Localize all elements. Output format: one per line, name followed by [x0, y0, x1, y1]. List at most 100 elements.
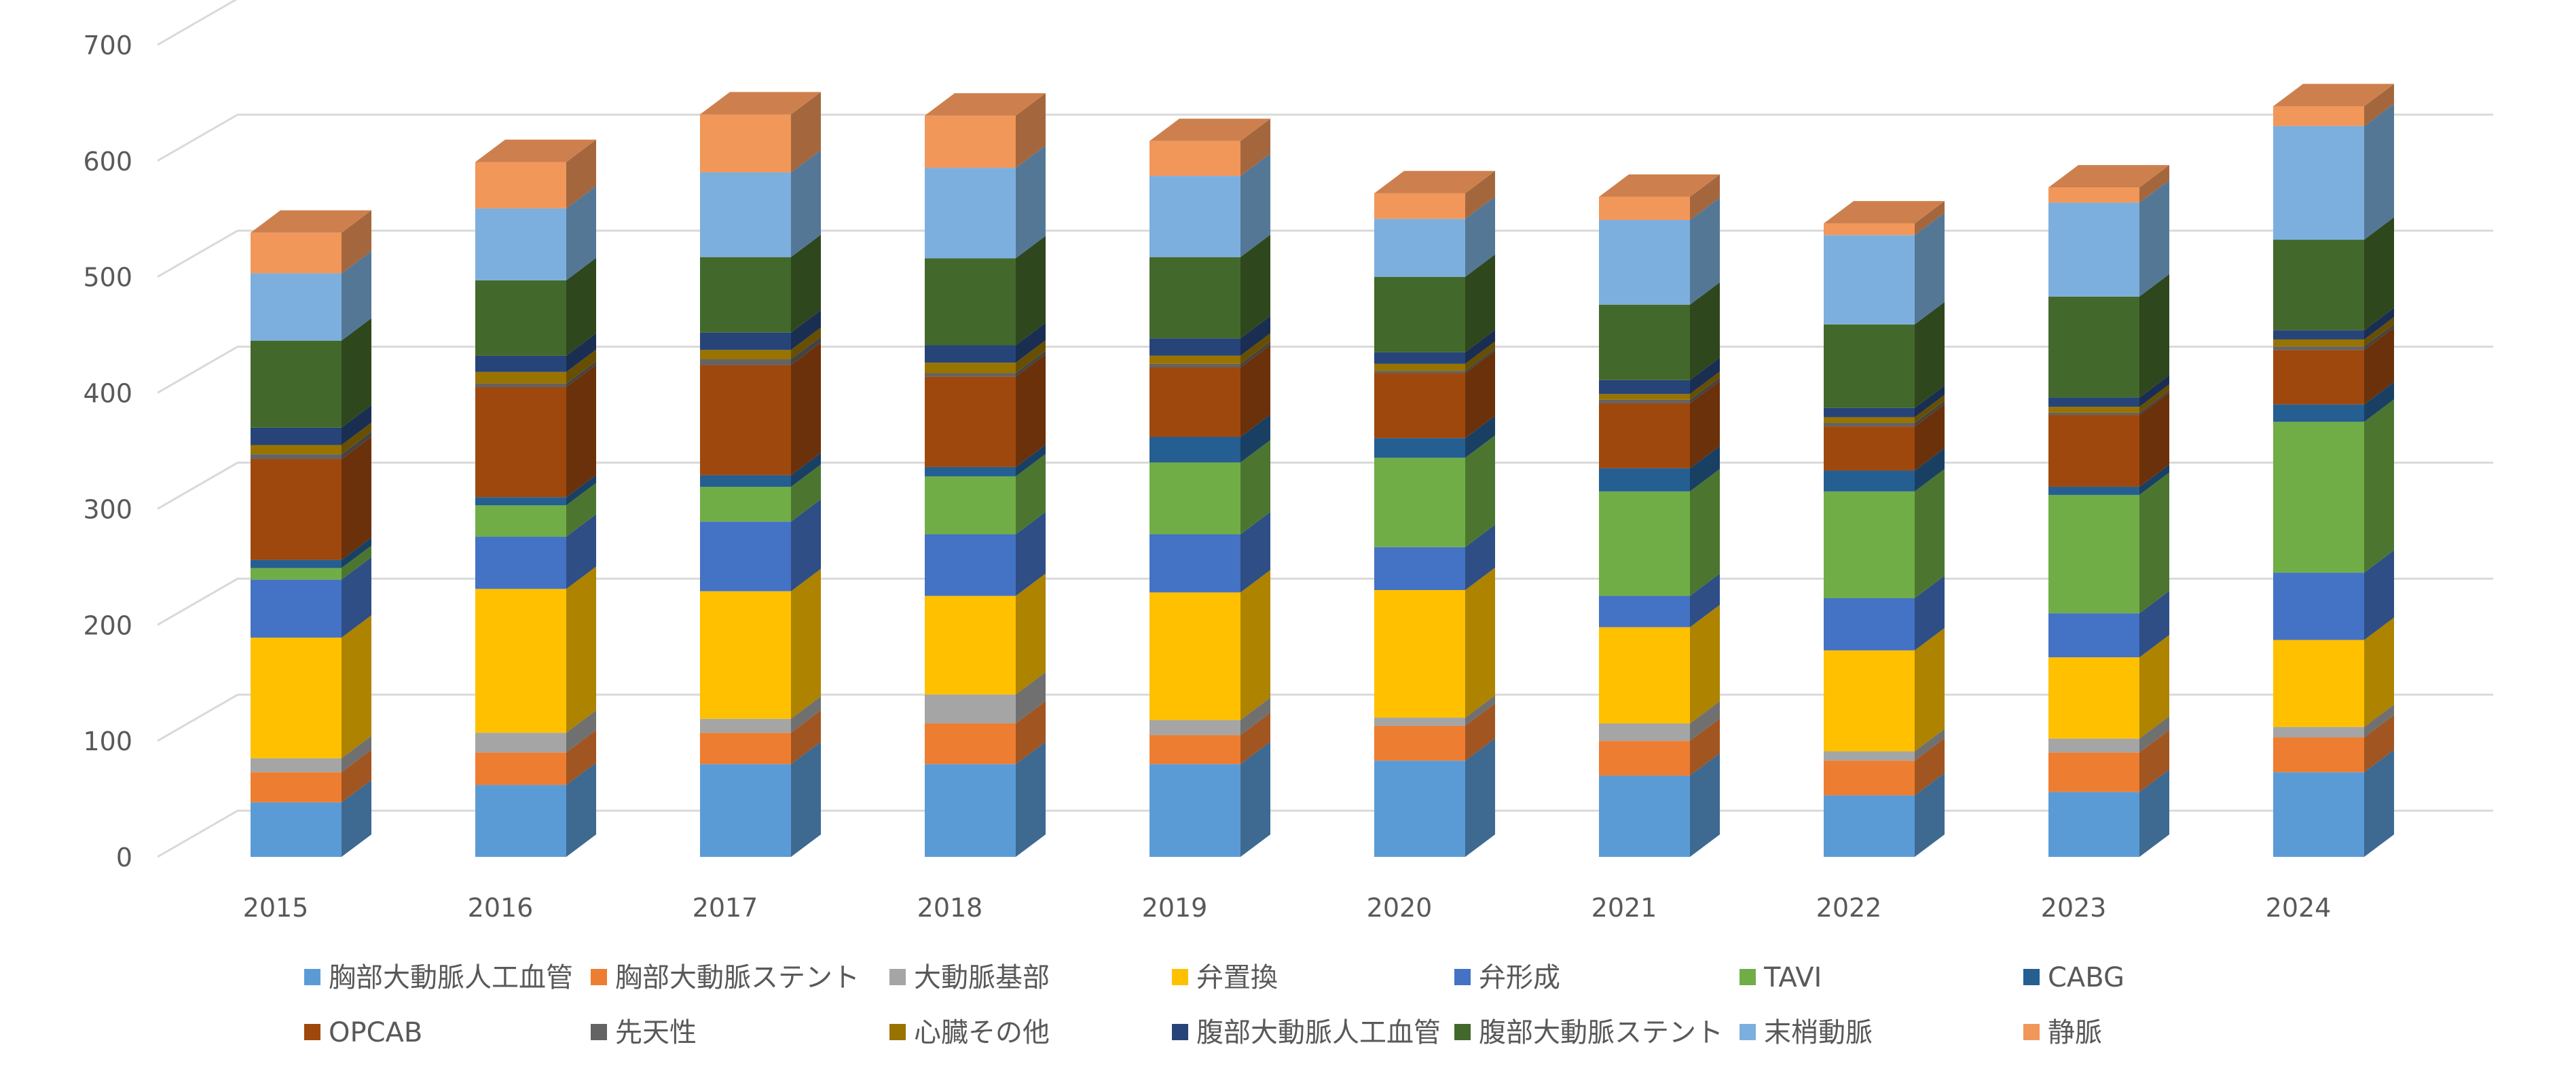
- bar-segment-side: [1016, 573, 1046, 695]
- bar-segment-front: [1149, 338, 1240, 356]
- bar-segment-front: [1374, 363, 1465, 371]
- bar-stack-2018: [925, 93, 1046, 857]
- legend-entry: 弁形成: [1454, 962, 1560, 993]
- gridline: [157, 346, 2493, 394]
- bar-segment-front: [1599, 219, 1690, 305]
- bar-segment-side: [1465, 341, 1495, 371]
- bar-segment-front: [1599, 380, 1690, 394]
- bar-segment-side: [1690, 282, 1720, 380]
- bar-segment-side: [791, 149, 821, 257]
- bar-stack-2022: [1824, 201, 1945, 857]
- bar-segment-side: [2364, 715, 2394, 773]
- legend-swatch: [2023, 1024, 2040, 1040]
- bar-segment-side: [566, 514, 596, 589]
- bar-segment-side: [1465, 695, 1495, 726]
- bar-segment-front: [1824, 324, 1915, 408]
- bar-segment-side: [791, 92, 821, 172]
- bar-segment-side: [2364, 103, 2394, 240]
- bar-segment-front: [1824, 751, 1915, 761]
- bar-segment-side: [1465, 524, 1495, 591]
- bar-segment-front: [475, 752, 566, 786]
- y-tick-label: 500: [83, 263, 132, 293]
- bar-segment-front: [925, 115, 1016, 168]
- bar-segment-front: [925, 466, 1016, 477]
- bar-segment-side: [2139, 716, 2169, 753]
- bar-stack-2019: [1149, 118, 1270, 857]
- bar-segment-front: [2048, 613, 2139, 658]
- bar-segment-side: [566, 333, 596, 372]
- bar-segment-side: [566, 710, 596, 753]
- bar-segment-front: [700, 486, 791, 522]
- bar-segment-front: [2048, 415, 2139, 487]
- bar-segment-side: [2139, 464, 2169, 495]
- bar-segment-front: [925, 694, 1016, 724]
- bar-segment-side: [1915, 448, 1945, 492]
- bar-segment-side: [566, 475, 596, 506]
- y-axis-ticks: 0 100 200 300 400 500 600 700: [83, 31, 132, 872]
- bar-stack-2021: [1599, 174, 1720, 857]
- x-tick-label: 2015: [243, 893, 309, 923]
- gridline: [157, 809, 2493, 858]
- bar-segment-front: [925, 345, 1016, 363]
- bar-segment-front: [251, 772, 342, 803]
- legend-entry: 腹部大動脈ステント: [1454, 1017, 1723, 1048]
- bar-segment-front: [700, 591, 791, 719]
- bar-segment-front: [1824, 407, 1915, 418]
- bar-segment-side: [1915, 385, 1945, 418]
- bar-segment-side: [566, 257, 596, 356]
- bar-top-face: [1824, 201, 1945, 224]
- bar-segment-side: [1465, 329, 1495, 364]
- legend-label: CABG: [2048, 962, 2124, 993]
- bar-segment-front: [700, 350, 791, 360]
- bar-segment-side: [1240, 570, 1270, 720]
- bar-segment-front: [251, 458, 342, 560]
- bar-segment-side: [566, 365, 596, 498]
- bar-segment-front: [475, 208, 566, 280]
- bar-segment-side: [1016, 512, 1046, 596]
- bar-segment-side: [566, 483, 596, 537]
- bar-segment-side: [1915, 404, 1945, 471]
- x-tick-label: 2022: [1816, 893, 1882, 923]
- bar-segment-side: [1016, 354, 1046, 467]
- bar-segment-side: [1016, 444, 1046, 477]
- bar-segment-front: [1149, 720, 1240, 735]
- bar-segment-front: [1599, 468, 1690, 492]
- bar-segment-front: [2048, 738, 2139, 753]
- bar-segment-front: [1149, 462, 1240, 535]
- bar-segment-side: [1690, 604, 1720, 724]
- legend-entry: 先天性: [591, 1017, 697, 1048]
- bar-segment-front: [475, 505, 566, 537]
- legend-label: TAVI: [1763, 962, 1822, 993]
- bar-segment-front: [475, 589, 566, 733]
- bar-stack-2015: [251, 210, 371, 857]
- x-tick-label: 2020: [1367, 893, 1433, 923]
- bar-segment-front: [1374, 717, 1465, 726]
- bar-segment-front: [2048, 296, 2139, 398]
- bar-segment-side: [2139, 375, 2169, 407]
- bar-segment-front: [700, 359, 791, 365]
- bar-segment-side: [566, 185, 596, 280]
- bar-segment-front: [925, 476, 1016, 535]
- bar-segment-side: [1465, 435, 1495, 547]
- bar-segment-front: [1824, 598, 1915, 650]
- bar-segment-front: [1824, 650, 1915, 752]
- x-tick-label: 2019: [1142, 893, 1208, 923]
- bar-segment-front: [2048, 486, 2139, 495]
- bar-segment-front: [1824, 795, 1915, 857]
- legend-entry: 胸部大動脈人工血管: [304, 962, 573, 993]
- bar-segment-side: [791, 342, 821, 475]
- legend-swatch: [1740, 969, 1756, 985]
- bar-segment-side: [1240, 712, 1270, 765]
- bar-segment-front: [700, 114, 791, 172]
- bar-segment-front: [2048, 792, 2139, 857]
- x-tick-label: 2023: [2041, 893, 2107, 923]
- bar-segment-side: [342, 405, 371, 445]
- legend-label: 大動脈基部: [914, 962, 1050, 993]
- bar-segment-side: [1465, 416, 1495, 458]
- y-tick-label: 400: [83, 379, 132, 409]
- bar-segment-front: [475, 536, 566, 589]
- bar-segment-front: [2273, 346, 2364, 350]
- bar-segment-side: [2364, 382, 2394, 422]
- bar-stack-2024: [2273, 84, 2394, 857]
- legend-entry: 末梢動脈: [1740, 1017, 1873, 1048]
